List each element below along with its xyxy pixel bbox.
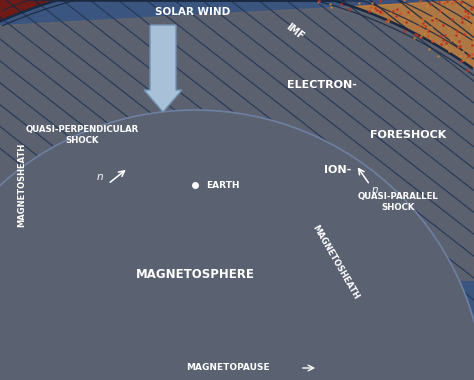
Polygon shape bbox=[0, 0, 474, 280]
Wedge shape bbox=[0, 110, 474, 380]
Polygon shape bbox=[0, 0, 298, 280]
FancyArrow shape bbox=[144, 25, 182, 112]
Text: QUASI-PERPENDICULAR
SHOCK: QUASI-PERPENDICULAR SHOCK bbox=[26, 125, 138, 145]
Text: MAGNETOSHEATH: MAGNETOSHEATH bbox=[18, 143, 27, 227]
Text: MAGNETOPAUSE: MAGNETOPAUSE bbox=[186, 364, 270, 372]
Text: MAGNETOSHEATH: MAGNETOSHEATH bbox=[310, 223, 360, 301]
Polygon shape bbox=[0, 0, 474, 350]
Text: QUASI-PARALLEL
SHOCK: QUASI-PARALLEL SHOCK bbox=[357, 192, 438, 212]
Text: SOLAR WIND: SOLAR WIND bbox=[155, 7, 231, 17]
Polygon shape bbox=[0, 0, 225, 280]
Text: n: n bbox=[97, 172, 103, 182]
Text: FORESHOCK: FORESHOCK bbox=[370, 130, 446, 140]
Text: IMF: IMF bbox=[284, 22, 306, 42]
Text: EARTH: EARTH bbox=[206, 180, 240, 190]
Text: MAGNETOSPHERE: MAGNETOSPHERE bbox=[136, 269, 255, 282]
Text: n: n bbox=[372, 185, 378, 195]
Text: ELECTRON-: ELECTRON- bbox=[287, 80, 357, 90]
Text: ION-: ION- bbox=[324, 165, 352, 175]
